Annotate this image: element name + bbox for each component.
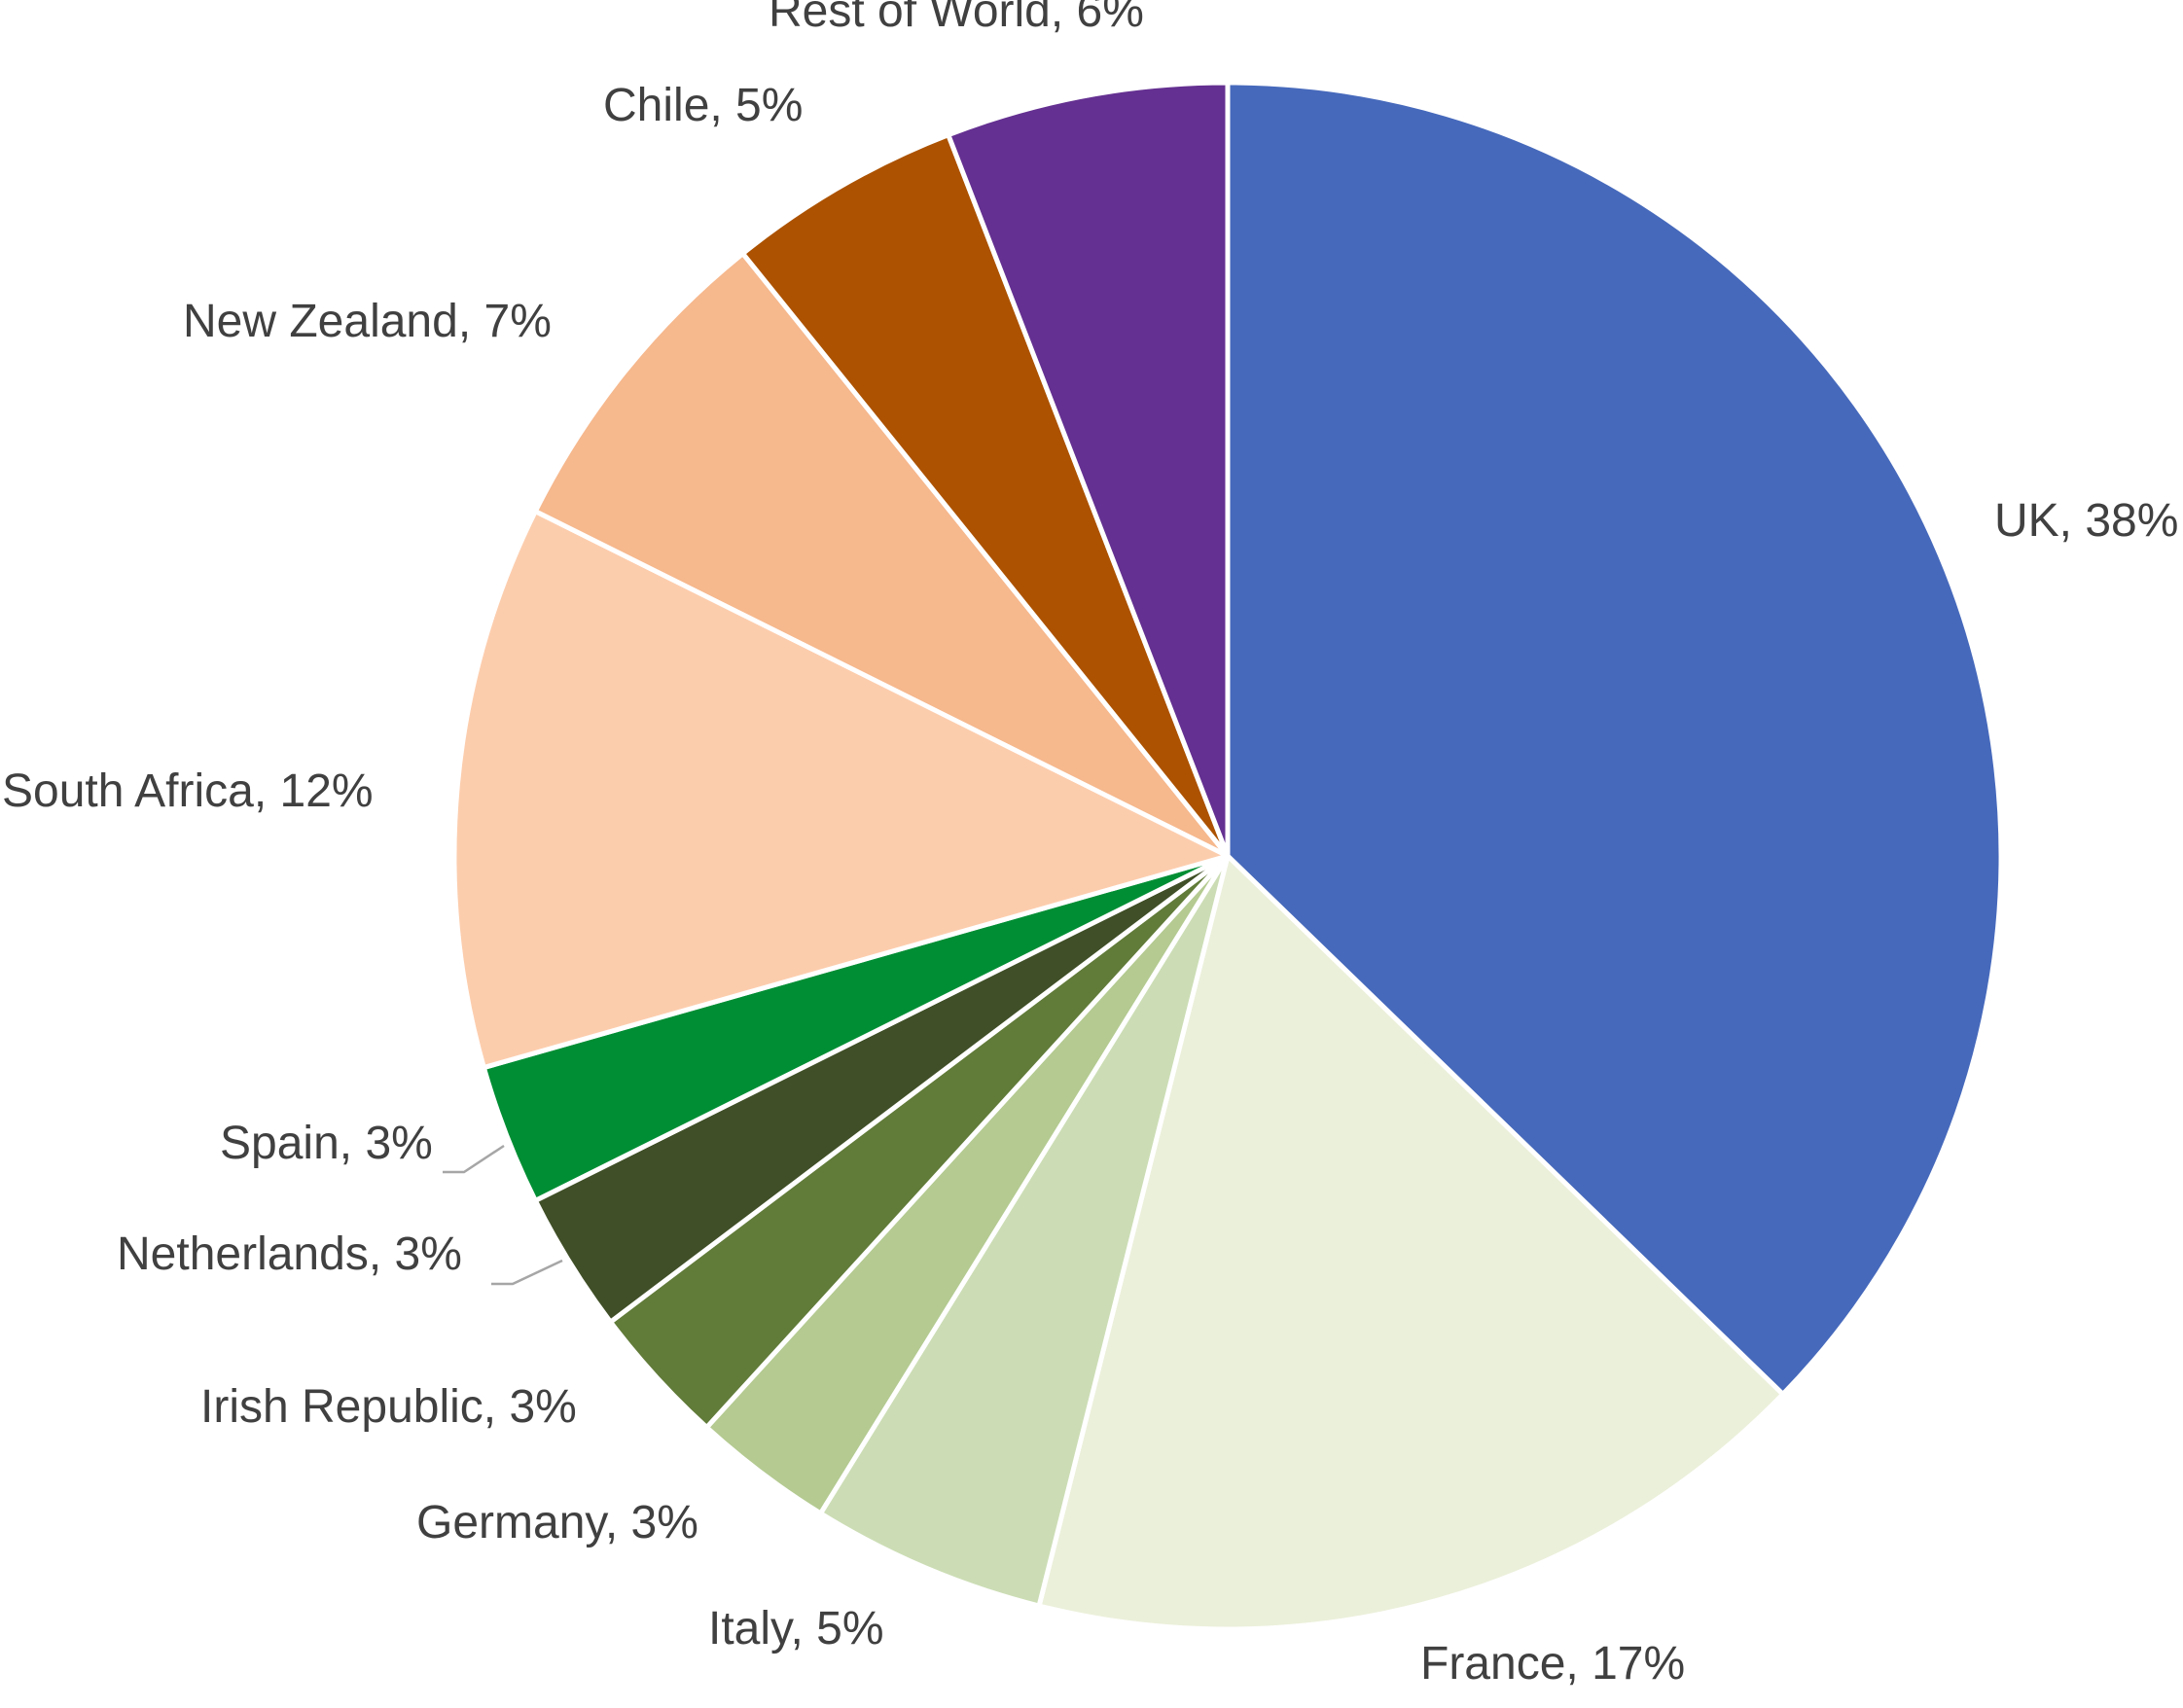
data-label-chile: Chile, 5% — [603, 80, 803, 131]
data-label-south-africa: South Africa, 12% — [2, 765, 374, 817]
leader-lines — [443, 1144, 563, 1286]
pie-slice-uk — [1225, 80, 2004, 1397]
pie-slice-france — [1036, 853, 1786, 1632]
pie-slice-south-africa — [451, 509, 1231, 1071]
leader-line-spain — [443, 1144, 505, 1174]
data-label-new-zealand: New Zealand, 7% — [183, 296, 552, 347]
leader-line-netherlands — [491, 1259, 563, 1286]
data-label-germany: Germany, 3% — [416, 1497, 698, 1548]
pie-slices — [451, 80, 2004, 1632]
pie-slice-new-zealand — [532, 251, 1231, 859]
data-label-france: France, 17% — [1420, 1638, 1685, 1690]
pie-slice-rest-of-world — [946, 80, 1231, 859]
data-label-netherlands: Netherlands, 3% — [117, 1228, 462, 1280]
pie-slice-italy — [817, 853, 1231, 1609]
data-label-irish-republic: Irish Republic, 3% — [200, 1381, 577, 1433]
data-label-spain: Spain, 3% — [220, 1118, 433, 1169]
data-label-italy: Italy, 5% — [708, 1603, 884, 1655]
pie-slice-chile — [740, 132, 1231, 859]
data-label-rest-of-world: Rest of World, 6% — [769, 0, 1144, 37]
data-label-uk: UK, 38% — [1994, 495, 2178, 547]
